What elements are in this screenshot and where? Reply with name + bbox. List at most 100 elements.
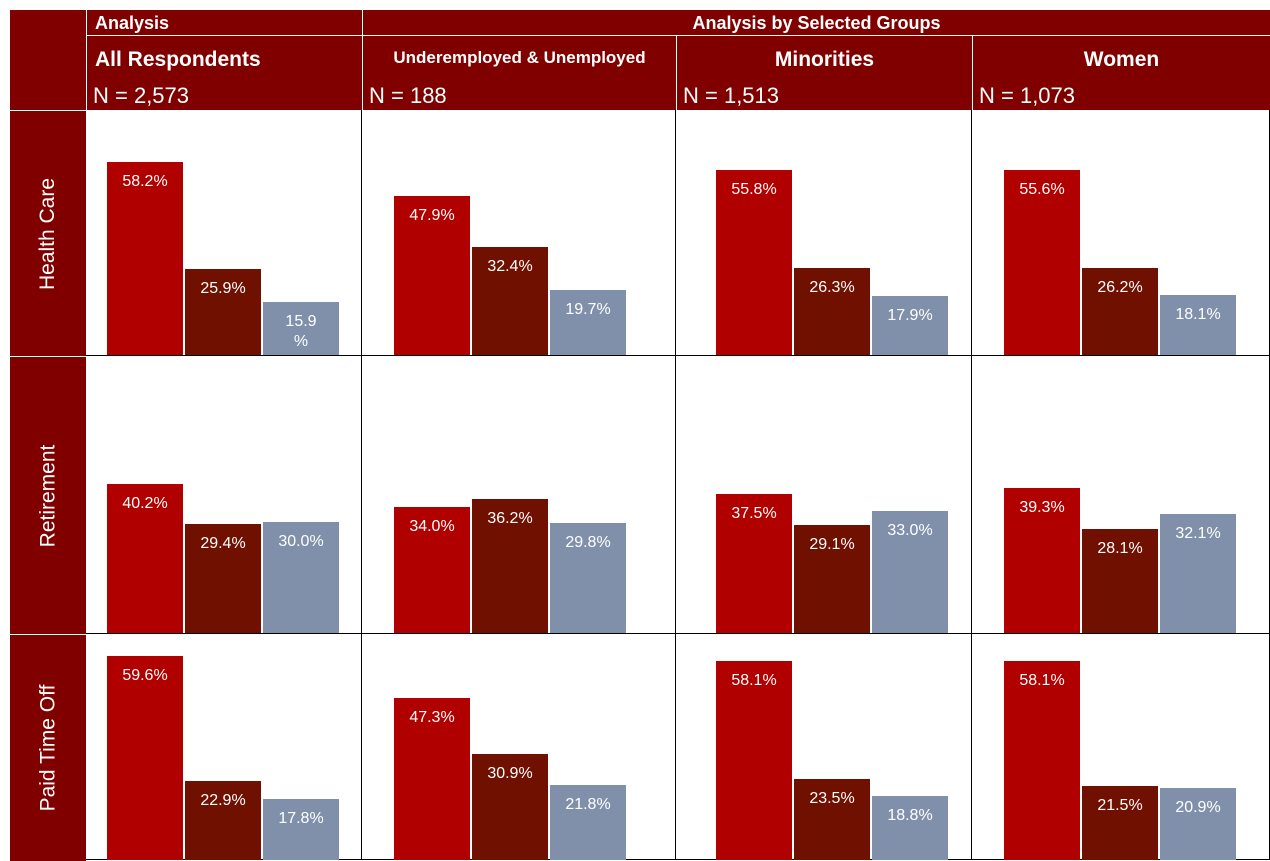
data-label: 25.9% [200, 280, 246, 297]
data-label: 15.9% [285, 313, 317, 350]
bar [1082, 529, 1158, 633]
n-minorities: N = 1,513 [683, 83, 780, 108]
n-header: N = 2,573 [86, 76, 362, 110]
data-label: 17.8% [278, 810, 324, 827]
bar [394, 196, 470, 355]
data-label: 18.8% [887, 807, 933, 824]
data-label: 30.0% [278, 533, 324, 550]
bar [185, 781, 261, 860]
data-label: 37.5% [731, 505, 777, 522]
data-label: 26.3% [809, 279, 855, 296]
n-header: N = 1,073 [972, 76, 1270, 110]
group-name-minorities: Minorities [774, 48, 875, 71]
bar [794, 268, 870, 355]
data-label: 30.9% [487, 765, 533, 782]
bar [107, 162, 183, 355]
bar [1160, 788, 1236, 860]
row-label-text: Paid Time Off [36, 684, 59, 812]
bar [1082, 268, 1158, 355]
data-label: 32.1% [1175, 525, 1221, 542]
group-name-women: Women [1083, 48, 1160, 71]
data-label: 40.2% [122, 495, 168, 512]
row-label-paid-time-off: Paid Time Off [10, 634, 86, 861]
data-label: 34.0% [409, 518, 455, 535]
bar [872, 296, 948, 355]
bar [1082, 786, 1158, 860]
bar [550, 785, 626, 860]
data-label: 23.5% [809, 790, 855, 807]
corner-header [10, 10, 86, 110]
data-label: 32.4% [487, 258, 533, 275]
row-label-text: Health Care [36, 177, 59, 291]
n-header: N = 188 [362, 76, 676, 110]
bar [263, 522, 339, 633]
data-label: 58.1% [1019, 672, 1065, 689]
group-name-underemployed: Underemployed & Unemployed [393, 48, 646, 67]
data-label: 29.1% [809, 536, 855, 553]
bar [872, 796, 948, 860]
bar [794, 525, 870, 633]
data-label: 59.6% [122, 667, 168, 684]
bar [472, 499, 548, 633]
bar [716, 170, 792, 355]
n-header: N = 1,513 [676, 76, 972, 110]
group-name-header: Underemployed & Unemployed [362, 36, 676, 76]
n-underemployed: N = 188 [369, 83, 447, 108]
bar [394, 507, 470, 633]
bar [1004, 661, 1080, 860]
bar [394, 698, 470, 860]
data-label: 29.8% [565, 534, 611, 551]
bar [1004, 170, 1080, 355]
row-label-retirement: Retirement [10, 356, 86, 635]
data-label: 28.1% [1097, 540, 1143, 557]
row-label-text: Retirement [36, 444, 60, 548]
bar [107, 656, 183, 860]
bar [716, 661, 792, 860]
data-label: 26.2% [1097, 279, 1143, 296]
bar [263, 302, 339, 355]
data-label: 47.3% [409, 709, 455, 726]
data-label: 21.8% [565, 796, 611, 813]
data-label: 22.9% [200, 792, 246, 809]
data-label: 55.8% [731, 181, 777, 198]
bar [1160, 514, 1236, 633]
bar [1004, 488, 1080, 633]
bar [872, 511, 948, 633]
data-label: 17.9% [887, 307, 933, 324]
analysis-header: Analysis [86, 10, 362, 36]
data-label: 33.0% [887, 522, 933, 539]
bar [1160, 295, 1236, 355]
analysis-by-groups-text: Analysis by Selected Groups [692, 13, 941, 33]
n-women: N = 1,073 [979, 83, 1076, 108]
data-label: 20.9% [1175, 799, 1221, 816]
data-label: 18.1% [1175, 306, 1221, 323]
group-name-header: Women [972, 36, 1270, 76]
bar [550, 290, 626, 355]
data-label: 19.7% [565, 301, 611, 318]
data-label: 58.1% [731, 672, 777, 689]
data-label: 29.4% [200, 535, 246, 552]
bar [185, 524, 261, 633]
data-label: 39.3% [1019, 499, 1065, 516]
analysis-by-groups-header: Analysis by Selected Groups [362, 10, 1270, 36]
bar [185, 269, 261, 355]
data-label: 36.2% [487, 510, 533, 527]
bar [794, 779, 870, 860]
n-all: N = 2,573 [93, 83, 190, 108]
group-name-header: All Respondents [86, 36, 362, 76]
bar [472, 754, 548, 860]
data-label: 21.5% [1097, 797, 1143, 814]
bar [716, 494, 792, 633]
data-label: 55.6% [1019, 181, 1065, 198]
group-name-all: All Respondents [95, 48, 261, 71]
bar [263, 799, 339, 860]
bar [550, 523, 626, 633]
analysis-header-text: Analysis [95, 13, 170, 33]
group-name-header: Minorities [676, 36, 972, 76]
data-label: 47.9% [409, 207, 455, 224]
bar [107, 484, 183, 633]
bar [472, 247, 548, 355]
row-label-health-care: Health Care [10, 110, 86, 357]
data-label: 58.2% [122, 173, 168, 190]
